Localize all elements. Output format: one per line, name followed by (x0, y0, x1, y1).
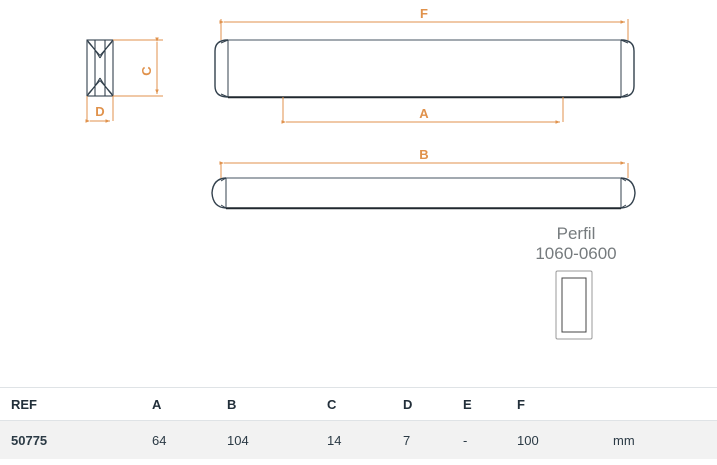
svg-text:A: A (419, 106, 429, 121)
svg-text:C: C (139, 66, 154, 76)
svg-text:D: D (95, 104, 104, 119)
svg-text:1060-0600: 1060-0600 (535, 244, 616, 263)
svg-text:B: B (419, 147, 428, 162)
svg-text:F: F (420, 6, 428, 21)
svg-text:Perfil: Perfil (557, 224, 596, 243)
